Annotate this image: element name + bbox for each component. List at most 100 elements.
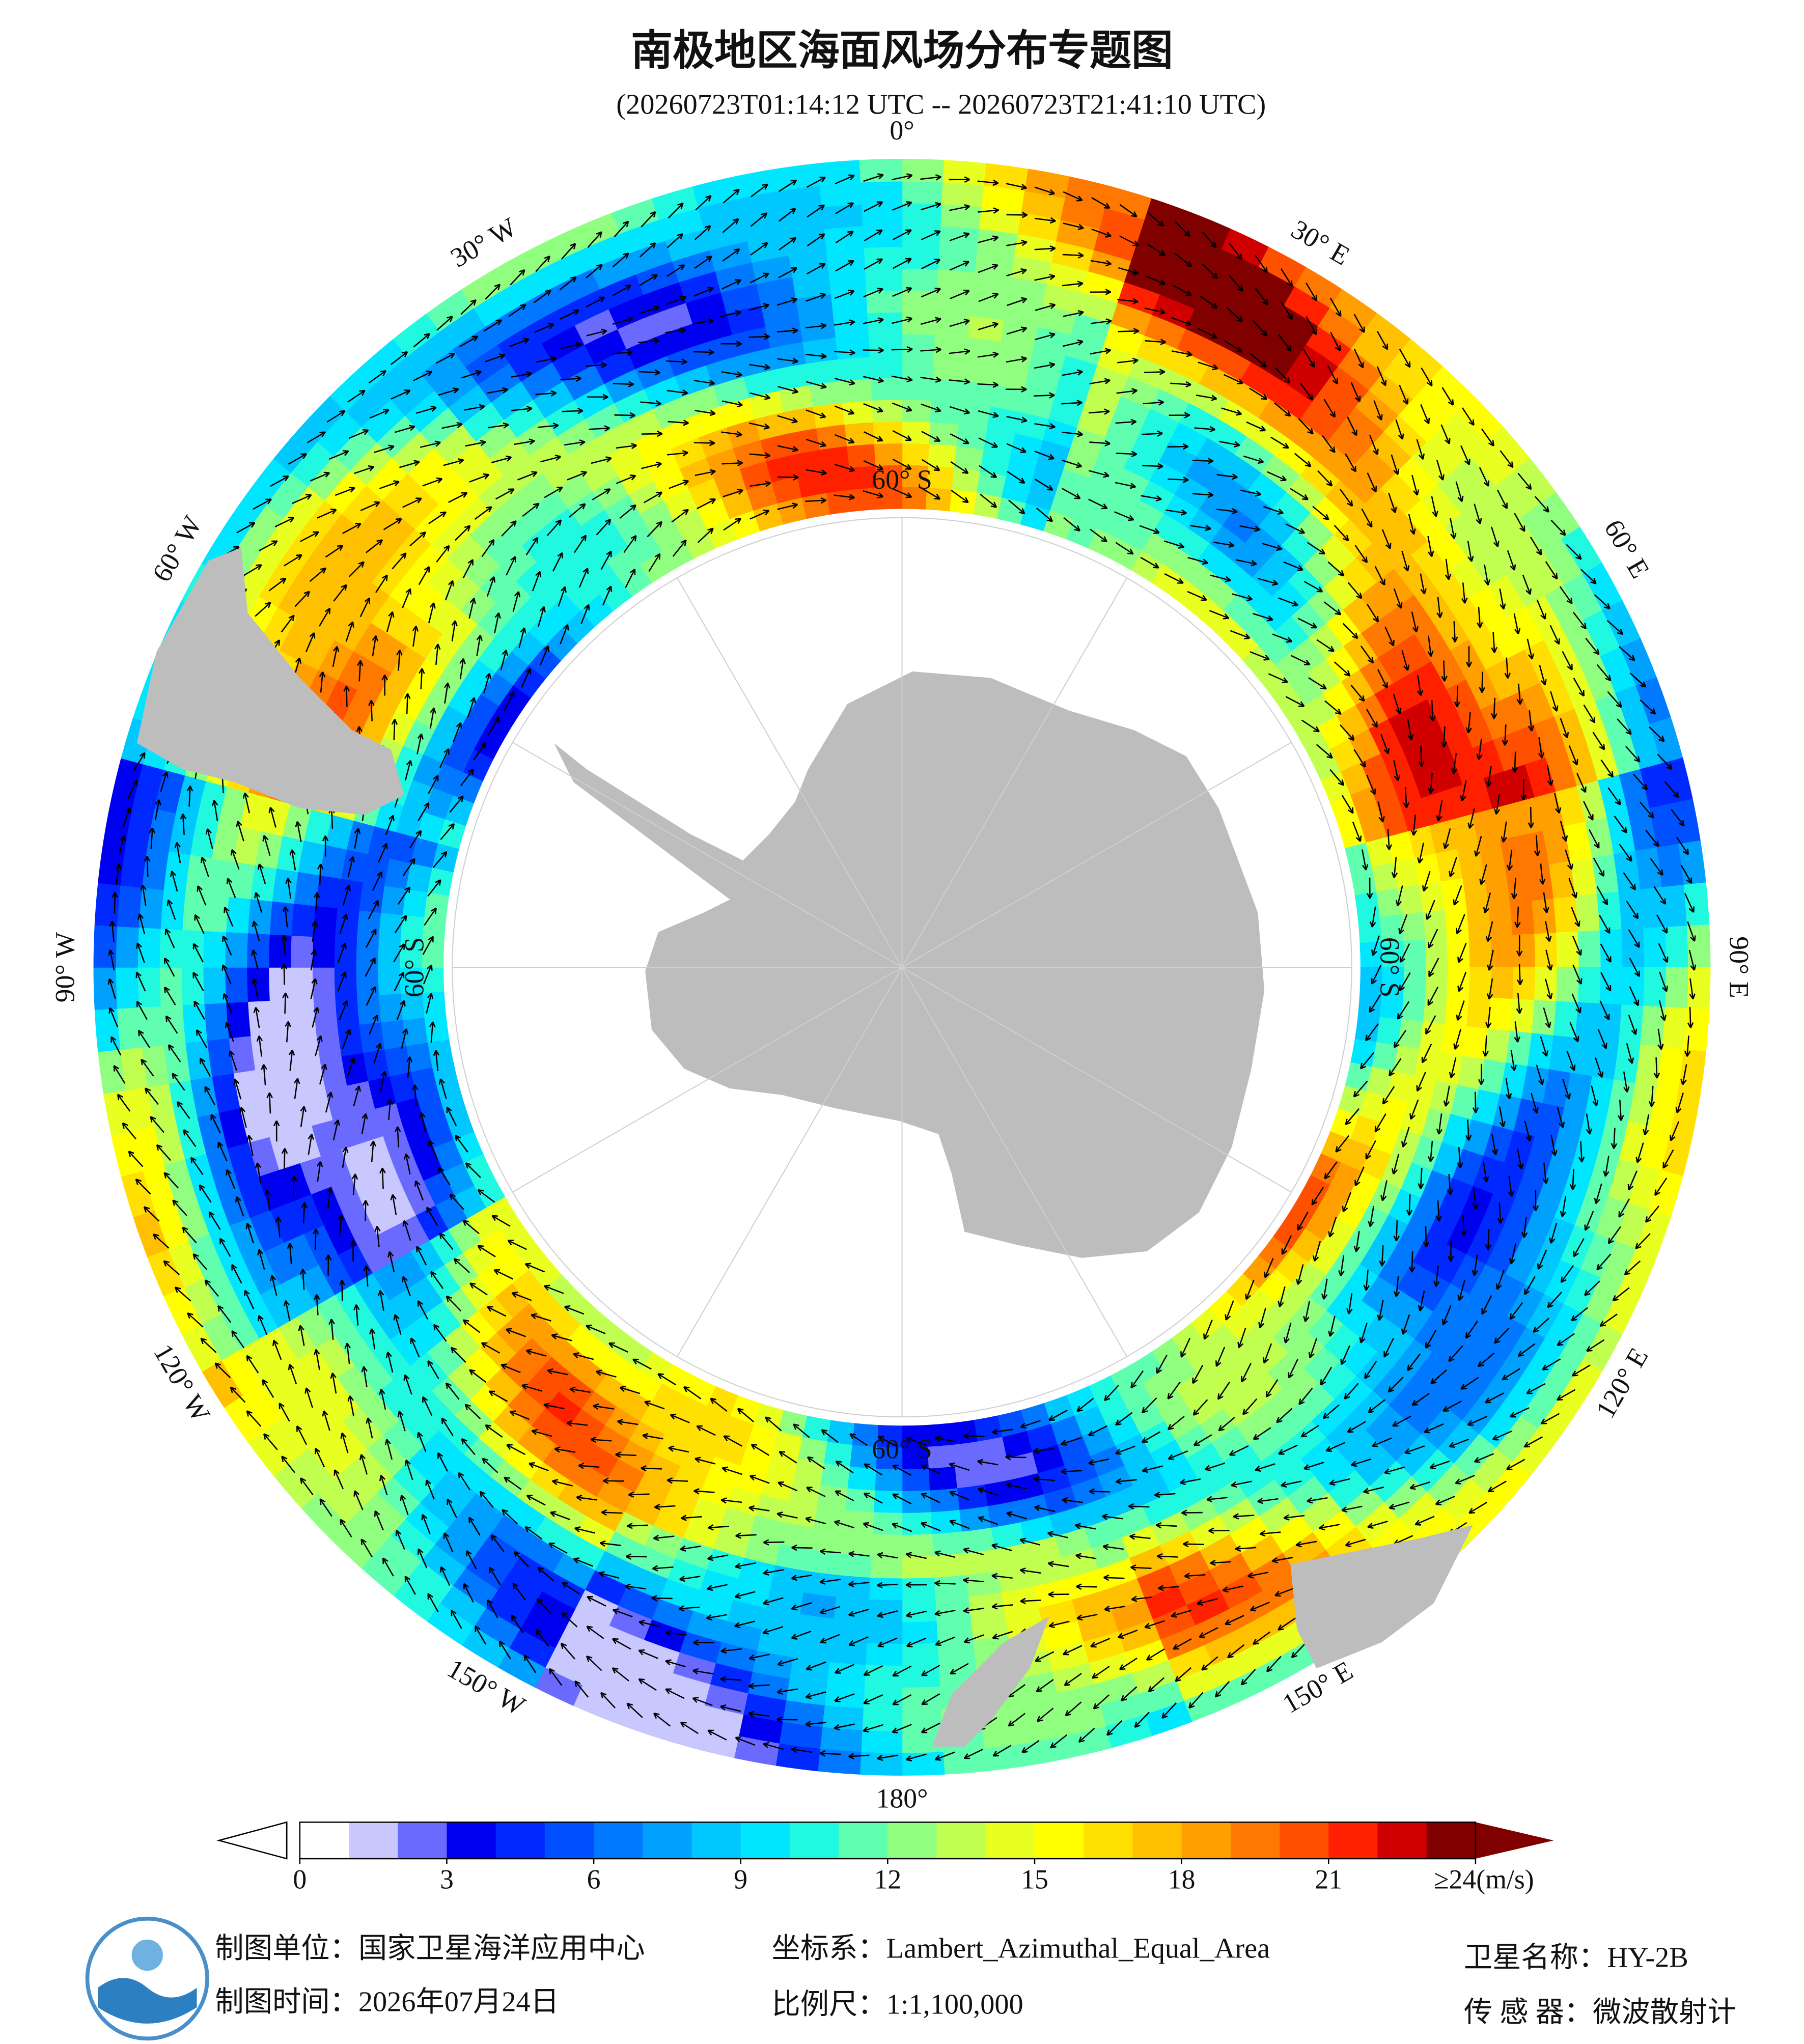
wind-arrow xyxy=(863,490,884,498)
longitude-label: 90° W xyxy=(49,932,80,1002)
wind-arrow xyxy=(619,504,637,519)
wind-arrow xyxy=(1317,470,1333,487)
wind-arrow xyxy=(342,523,362,534)
wind-arrow xyxy=(573,535,587,553)
colorbar-tick-label: 12 xyxy=(874,1864,901,1894)
wind-arrow xyxy=(670,1413,690,1423)
wind-arrow xyxy=(439,1233,454,1250)
wind-arrow xyxy=(1115,542,1134,555)
wind-arrow xyxy=(1034,479,1053,491)
wind-arrow xyxy=(1006,268,1027,276)
wind-arrow xyxy=(154,799,161,821)
sensor: 传 感 器：微波散射计 xyxy=(1464,1997,1736,2028)
wind-arrow xyxy=(1546,765,1553,786)
wind-arrow xyxy=(1161,1702,1177,1719)
wind-arrow xyxy=(385,1352,394,1373)
wind-arrow xyxy=(1034,273,1056,281)
wind-arrow xyxy=(1075,1553,1097,1559)
wind-arrow xyxy=(1455,1474,1475,1485)
wind-cell xyxy=(838,1553,872,1579)
wind-arrow xyxy=(373,1043,382,1063)
wind-arrow xyxy=(1420,404,1430,425)
wind-cell xyxy=(847,1466,876,1492)
wind-arrow xyxy=(501,1363,521,1374)
wind-arrow xyxy=(1417,675,1424,696)
wind-arrow xyxy=(963,1577,984,1584)
wind-arrow xyxy=(1250,1602,1270,1612)
wind-arrow xyxy=(469,1282,488,1296)
wind-arrow xyxy=(777,445,798,453)
wind-arrow xyxy=(340,1519,352,1537)
wind-arrow xyxy=(671,509,689,523)
wind-arrow xyxy=(1600,972,1612,992)
wind-arrow xyxy=(1545,920,1552,942)
wind-arrow xyxy=(1090,318,1112,325)
wind-arrow xyxy=(115,863,122,885)
wind-arrow xyxy=(1147,243,1166,257)
wind-arrow xyxy=(1523,1436,1543,1448)
wind-arrow xyxy=(402,1276,411,1297)
wind-arrow xyxy=(1671,808,1685,827)
wind-arrow xyxy=(1227,1644,1245,1659)
wind-arrow xyxy=(1654,1178,1668,1196)
wind-arrow xyxy=(1443,828,1451,849)
wind-arrow xyxy=(1034,245,1056,252)
wind-arrow xyxy=(1399,349,1411,368)
wind-arrow xyxy=(531,1313,551,1322)
wind-arrow xyxy=(325,1254,332,1276)
wind-arrow xyxy=(334,1469,344,1490)
wind-arrow xyxy=(328,1319,335,1340)
wind-arrow xyxy=(1527,638,1535,660)
wind-arrow xyxy=(1643,1114,1650,1135)
wind-arrow xyxy=(1242,1398,1258,1415)
wind-arrow xyxy=(374,1510,384,1531)
wind-arrow xyxy=(1034,362,1056,369)
wind-arrow xyxy=(1538,737,1545,759)
wind-arrow xyxy=(437,1452,448,1472)
wind-arrow xyxy=(1649,726,1665,742)
wind-arrow xyxy=(1454,686,1460,708)
wind-arrow xyxy=(1311,1187,1324,1206)
wind-arrow xyxy=(421,1514,431,1534)
wind-cell xyxy=(1445,995,1470,1027)
wind-arrow xyxy=(1474,1453,1494,1463)
wind-arrow xyxy=(992,1631,1013,1640)
wind-arrow xyxy=(354,465,375,474)
wind-arrow xyxy=(535,256,550,272)
wind-arrow xyxy=(531,1429,552,1437)
wind-arrow xyxy=(1076,1397,1094,1412)
wind-cell xyxy=(312,905,338,938)
wind-arrow xyxy=(233,1079,242,1100)
wind-arrow xyxy=(236,522,256,534)
wind-arrow xyxy=(1418,1290,1425,1311)
wind-arrow xyxy=(1134,1712,1150,1728)
wind-arrow xyxy=(949,261,969,271)
wind-arrow xyxy=(710,1397,728,1412)
wind-arrow xyxy=(921,230,941,240)
south-america xyxy=(136,547,404,815)
wind-cell xyxy=(1683,882,1710,927)
wind-arrow xyxy=(141,1058,154,1077)
wind-arrow xyxy=(949,1462,970,1471)
wind-arrow xyxy=(1603,1156,1609,1177)
wind-arrow xyxy=(210,1114,221,1134)
wind-arrow xyxy=(1664,781,1679,798)
wind-arrow xyxy=(1197,1598,1218,1606)
wind-arrow xyxy=(751,1444,770,1456)
wind-cell xyxy=(1575,1002,1601,1041)
wind-arrow xyxy=(616,474,636,484)
wind-arrow xyxy=(1200,295,1218,309)
wind-cell xyxy=(1686,967,1711,1010)
wind-arrow xyxy=(1193,1434,1212,1446)
wind-arrow xyxy=(1118,267,1139,275)
wind-arrow xyxy=(1365,1023,1379,1042)
wind-arrow xyxy=(619,1386,641,1394)
wind-arrow xyxy=(617,1419,639,1425)
wind-arrow xyxy=(1061,1468,1083,1475)
wind-arrow xyxy=(523,1655,537,1673)
wind-arrow xyxy=(977,179,999,186)
wind-arrow xyxy=(1063,517,1081,532)
wind-cell xyxy=(901,180,944,205)
wind-arrow xyxy=(978,264,998,273)
wind-cell xyxy=(1599,967,1623,1005)
